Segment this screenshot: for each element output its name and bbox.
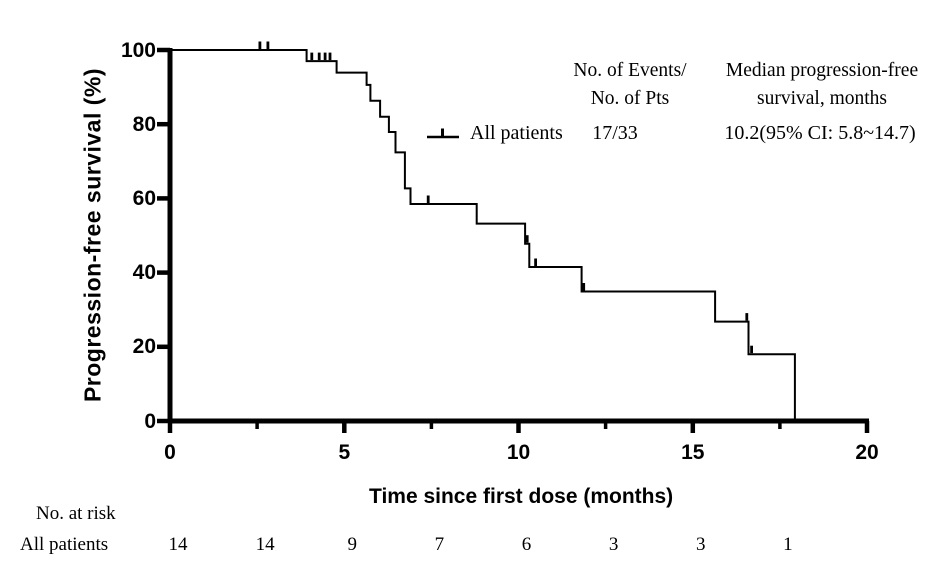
stats-header-events-line1: No. of Events/ xyxy=(573,60,687,81)
risk-value: 3 xyxy=(696,534,706,555)
stats-header-events-line2: No. of Pts xyxy=(590,88,670,109)
stats-header-events: No. of Events/ No. of Pts xyxy=(520,57,740,113)
stats-header-median-line1: Median progression-free xyxy=(725,60,919,81)
median-pfs-value: 10.2(95% CI: 5.8~14.7) xyxy=(724,122,916,144)
risk-row-label: All patients xyxy=(20,534,109,555)
events-over-pts-value: 17/33 xyxy=(592,122,638,144)
risk-value: 6 xyxy=(521,534,532,555)
x-tick-label: 5 xyxy=(338,441,351,464)
legend-series-label: All patients xyxy=(470,122,563,144)
legend-censor-marker-icon xyxy=(427,128,459,139)
stats-header-median-line2: survival, months xyxy=(757,88,887,109)
y-tick-label: 80 xyxy=(132,112,156,136)
risk-value: 14 xyxy=(168,534,188,555)
x-tick-label: 20 xyxy=(855,441,879,464)
x-tick-label: 10 xyxy=(506,441,531,464)
risk-value: 3 xyxy=(608,534,619,555)
y-tick-label: 0 xyxy=(144,409,156,433)
risk-value: 14 xyxy=(255,534,275,555)
risk-table-title: No. at risk xyxy=(36,503,116,524)
x-tick-label: 0 xyxy=(164,441,176,464)
y-tick-label: 60 xyxy=(132,186,156,210)
risk-value: 7 xyxy=(434,534,445,555)
km-step-curve xyxy=(170,49,796,421)
y-tick-label: 20 xyxy=(132,335,156,359)
y-tick-label: 40 xyxy=(132,261,156,285)
y-tick-label: 100 xyxy=(120,38,156,62)
x-tick-label: 15 xyxy=(681,441,705,464)
x-axis-title: Time since first dose (months) xyxy=(369,485,674,508)
risk-value: 9 xyxy=(347,534,358,555)
stats-header-median: Median progression-free survival, months xyxy=(697,57,931,113)
risk-value: 1 xyxy=(783,534,793,555)
